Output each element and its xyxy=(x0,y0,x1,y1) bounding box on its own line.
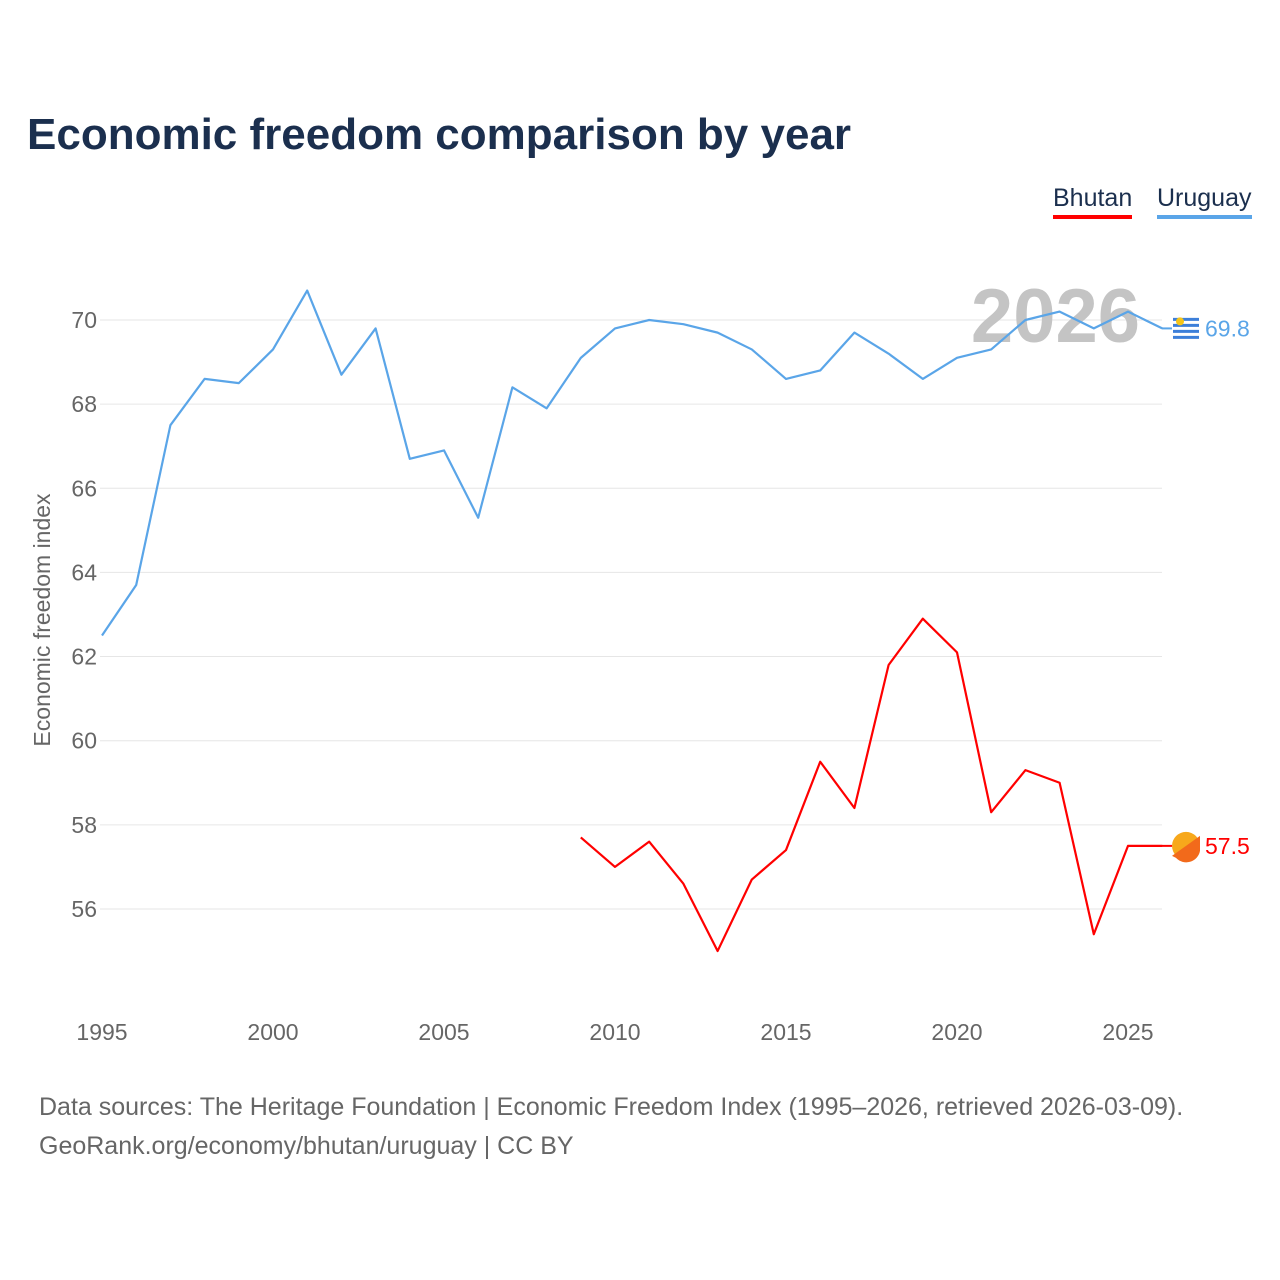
data-point-uruguay xyxy=(646,317,652,323)
data-point-uruguay xyxy=(988,346,994,352)
data-point-uruguay xyxy=(407,456,413,462)
x-tick-label: 2020 xyxy=(931,1019,982,1045)
source-line-2[interactable]: GeoRank.org/economy/bhutan/uruguay | CC … xyxy=(39,1132,574,1160)
data-point-uruguay xyxy=(373,325,379,331)
legend-uruguay[interactable]: Uruguay xyxy=(1157,184,1252,219)
data-point-uruguay xyxy=(680,321,686,327)
data-point-uruguay xyxy=(509,384,515,390)
y-tick-label: 70 xyxy=(71,307,97,333)
data-point-bhutan xyxy=(920,616,926,622)
data-point-bhutan xyxy=(1022,767,1028,773)
data-point-uruguay xyxy=(338,372,344,378)
flag-half xyxy=(1172,835,1200,863)
data-point-bhutan xyxy=(851,805,857,811)
data-point-uruguay xyxy=(851,330,857,336)
data-point-bhutan xyxy=(715,948,721,954)
data-point-bhutan xyxy=(783,847,789,853)
data-point-uruguay xyxy=(817,367,823,373)
flag-sun-icon xyxy=(1176,317,1184,326)
data-point-uruguay xyxy=(202,376,208,382)
data-point-uruguay xyxy=(920,376,926,382)
y-tick-label: 62 xyxy=(71,644,97,670)
x-tick-label: 2015 xyxy=(760,1019,811,1045)
data-point-bhutan xyxy=(749,877,755,883)
y-axis-label: Economic freedom index xyxy=(29,493,55,747)
data-point-uruguay xyxy=(1022,317,1028,323)
data-point-uruguay xyxy=(441,447,447,453)
x-tick-label: 1995 xyxy=(76,1019,127,1045)
data-point-bhutan xyxy=(578,834,584,840)
end-value-label: 69.8 xyxy=(1205,315,1250,341)
data-point-uruguay xyxy=(236,380,242,386)
x-tick-label: 2025 xyxy=(1102,1019,1153,1045)
legend-bhutan[interactable]: Bhutan xyxy=(1053,184,1133,219)
data-point-uruguay xyxy=(612,325,618,331)
data-point-bhutan xyxy=(1125,843,1131,849)
end-value-label: 57.5 xyxy=(1205,833,1250,859)
data-point-bhutan xyxy=(680,881,686,887)
data-point-bhutan xyxy=(954,649,960,655)
data-point-uruguay xyxy=(783,376,789,382)
chart-title: Economic freedom comparison by year xyxy=(27,110,852,159)
data-point-bhutan xyxy=(1057,780,1063,786)
data-point-uruguay xyxy=(1057,309,1063,315)
data-point-uruguay xyxy=(99,633,105,639)
data-point-uruguay xyxy=(954,355,960,361)
x-tick-label: 2005 xyxy=(418,1019,469,1045)
data-point-uruguay xyxy=(578,355,584,361)
x-tick-label: 2010 xyxy=(589,1019,640,1045)
y-tick-label: 60 xyxy=(71,728,97,754)
data-point-bhutan xyxy=(646,839,652,845)
data-point-uruguay xyxy=(167,422,173,428)
series-line-bhutan xyxy=(580,617,1163,953)
series-line-uruguay xyxy=(101,289,1163,637)
data-point-bhutan xyxy=(817,759,823,765)
y-tick-label: 68 xyxy=(71,391,97,417)
data-point-uruguay xyxy=(133,582,139,588)
data-point-uruguay xyxy=(475,515,481,521)
source-note: Data sources: The Heritage Foundation | … xyxy=(39,1088,1183,1166)
data-point-uruguay xyxy=(304,288,310,294)
data-point-uruguay xyxy=(544,405,550,411)
data-point-bhutan xyxy=(886,662,892,668)
source-line-1: Data sources: The Heritage Foundation | … xyxy=(39,1093,1184,1121)
data-point-bhutan xyxy=(1091,931,1097,937)
x-tick-label: 2000 xyxy=(247,1019,298,1045)
data-point-uruguay xyxy=(715,330,721,336)
y-tick-label: 64 xyxy=(71,559,97,585)
y-tick-label: 66 xyxy=(71,475,97,501)
data-point-uruguay xyxy=(1091,325,1097,331)
data-point-bhutan xyxy=(988,809,994,815)
data-point-uruguay xyxy=(1125,309,1131,315)
y-tick-label: 58 xyxy=(71,812,97,838)
year-watermark: 2026 xyxy=(971,274,1140,359)
data-point-uruguay xyxy=(749,346,755,352)
data-point-uruguay xyxy=(270,346,276,352)
data-point-uruguay xyxy=(886,351,892,357)
y-tick-label: 56 xyxy=(71,896,97,922)
data-point-bhutan xyxy=(612,864,618,870)
